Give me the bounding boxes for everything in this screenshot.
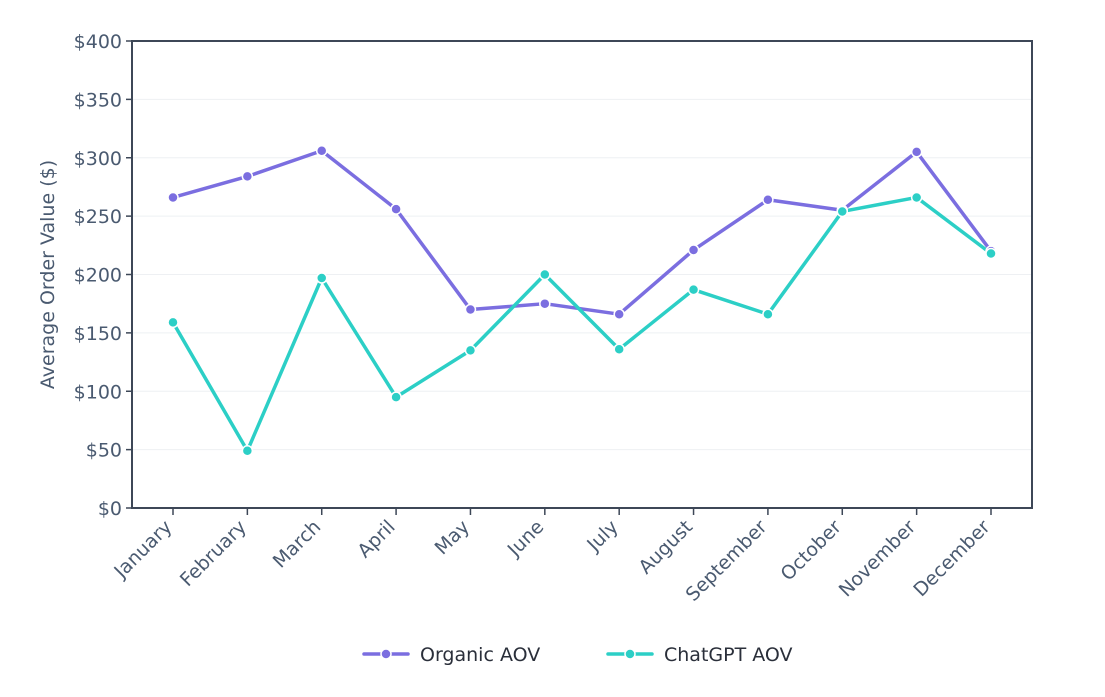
data-point-organic-aov[interactable]: [464, 303, 477, 316]
data-point-organic-aov[interactable]: [613, 308, 625, 320]
legend-swatch-marker: [380, 648, 392, 660]
y-axis: $0 $50 $100 $150 $200 $250 $300 $350 $400: [74, 31, 132, 520]
series-line-organic-aov: [171, 148, 993, 316]
data-point-organic-aov[interactable]: [910, 146, 923, 158]
y-tick-label: $150: [74, 323, 122, 345]
y-axis-title: Average Order Value ($): [37, 160, 59, 389]
y-tick-label: $200: [74, 265, 122, 287]
y-tick-label: $100: [74, 381, 122, 403]
x-axis: January February March April May June July Augu…: [109, 508, 995, 606]
data-point-organic-aov[interactable]: [167, 191, 179, 204]
data-point-chatgpt-aov[interactable]: [241, 445, 254, 457]
y-tick-label: $0: [98, 498, 122, 520]
data-point-chatgpt-aov[interactable]: [762, 308, 774, 320]
x-tick-label: August: [635, 516, 698, 579]
x-tick-label: September: [682, 516, 772, 606]
data-point-chatgpt-aov[interactable]: [985, 247, 997, 260]
y-tick-label: $300: [74, 148, 122, 170]
legend-item-organic-aov[interactable]: Organic AOV: [362, 644, 540, 666]
y-tick-label: $350: [74, 89, 122, 111]
series-lines: [171, 148, 993, 453]
data-point-organic-aov[interactable]: [315, 144, 328, 157]
data-point-chatgpt-aov[interactable]: [539, 268, 551, 281]
x-tick-label: December: [909, 516, 994, 601]
data-point-chatgpt-aov[interactable]: [315, 272, 328, 284]
x-tick-label: May: [431, 516, 474, 559]
data-point-chatgpt-aov[interactable]: [390, 391, 402, 403]
y-tick-label: $50: [86, 440, 122, 462]
data-point-chatgpt-aov[interactable]: [464, 344, 477, 357]
y-tick-label: $250: [74, 206, 122, 228]
legend[interactable]: Organic AOV ChatGPT AOV: [362, 644, 793, 666]
x-tick-label: February: [176, 516, 251, 591]
legend-label: Organic AOV: [420, 644, 540, 666]
data-point-organic-aov[interactable]: [539, 297, 551, 310]
legend-label: ChatGPT AOV: [664, 644, 793, 666]
data-point-chatgpt-aov[interactable]: [167, 316, 179, 329]
x-tick-label: October: [776, 516, 845, 585]
x-tick-label: November: [835, 516, 921, 602]
x-tick-label: January: [109, 516, 176, 583]
data-point-chatgpt-aov[interactable]: [910, 191, 923, 204]
data-point-chatgpt-aov[interactable]: [613, 343, 625, 355]
data-point-organic-aov[interactable]: [762, 194, 774, 206]
data-point-organic-aov[interactable]: [390, 203, 402, 215]
x-tick-label: April: [353, 516, 399, 562]
data-point-organic-aov[interactable]: [241, 170, 254, 183]
grid-lines: [132, 40, 1032, 509]
x-tick-label: March: [269, 516, 326, 573]
y-tick-label: $400: [74, 31, 122, 53]
series-line-chatgpt-aov: [171, 195, 993, 453]
x-tick-label: June: [503, 516, 549, 562]
data-point-organic-aov[interactable]: [687, 244, 700, 256]
series-points: [167, 144, 997, 457]
data-point-chatgpt-aov[interactable]: [687, 283, 700, 296]
data-point-chatgpt-aov[interactable]: [836, 205, 849, 218]
legend-item-chatgpt-aov[interactable]: ChatGPT AOV: [606, 644, 793, 666]
x-tick-label: July: [582, 516, 622, 556]
legend-swatch-marker: [624, 648, 636, 660]
